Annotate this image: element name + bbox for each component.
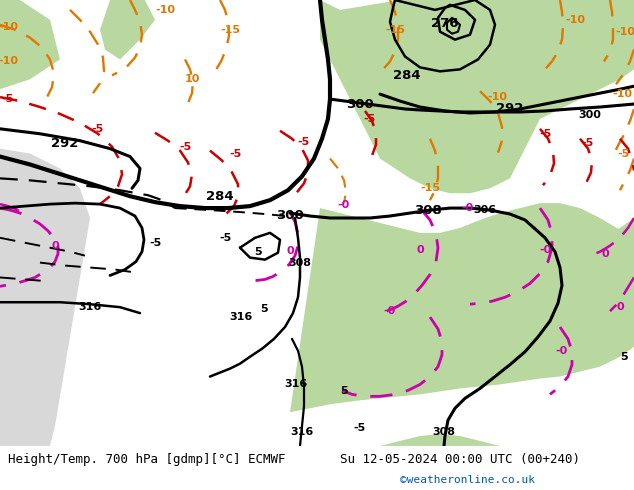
Text: -15: -15 — [420, 183, 440, 193]
Text: 276: 276 — [431, 17, 459, 30]
Text: -5: -5 — [179, 142, 191, 151]
Text: Height/Temp. 700 hPa [gdmp][°C] ECMWF: Height/Temp. 700 hPa [gdmp][°C] ECMWF — [8, 453, 285, 466]
Text: 0: 0 — [616, 302, 624, 312]
Text: 308: 308 — [414, 203, 442, 217]
Polygon shape — [570, 218, 634, 357]
Text: -10: -10 — [0, 22, 18, 32]
Text: -5: -5 — [618, 148, 630, 159]
Polygon shape — [320, 0, 634, 193]
Text: 292: 292 — [51, 137, 79, 150]
Text: -0: -0 — [539, 245, 551, 255]
Text: 0: 0 — [51, 241, 59, 251]
Text: -5: -5 — [230, 148, 242, 159]
Text: -15: -15 — [385, 24, 405, 35]
Text: 0: 0 — [601, 248, 609, 259]
Text: 284: 284 — [393, 69, 421, 82]
Text: -15: -15 — [220, 24, 240, 35]
Text: -5: -5 — [219, 233, 231, 243]
Polygon shape — [0, 148, 90, 446]
Text: -0: -0 — [462, 203, 474, 213]
Polygon shape — [290, 203, 634, 412]
Text: -10: -10 — [0, 56, 18, 67]
Text: -10: -10 — [615, 27, 634, 37]
Text: -5: -5 — [2, 94, 14, 104]
Text: -10: -10 — [155, 5, 175, 15]
Text: 5: 5 — [620, 352, 628, 362]
Text: -0: -0 — [556, 346, 568, 356]
Text: 300: 300 — [579, 110, 602, 120]
Text: -5: -5 — [91, 124, 103, 134]
Text: 5: 5 — [340, 387, 348, 396]
Text: -5: -5 — [581, 138, 593, 147]
Text: -10: -10 — [612, 89, 632, 99]
Text: 5: 5 — [260, 304, 268, 314]
Text: 292: 292 — [496, 102, 524, 116]
Polygon shape — [0, 0, 60, 89]
Text: 316: 316 — [230, 312, 252, 322]
Text: 308: 308 — [288, 258, 311, 268]
Text: -5: -5 — [149, 238, 161, 248]
Text: -0: -0 — [338, 200, 350, 210]
Text: -5: -5 — [364, 114, 376, 124]
Text: -5: -5 — [354, 423, 366, 433]
Polygon shape — [100, 0, 155, 59]
Text: 308: 308 — [432, 427, 455, 437]
Text: Su 12-05-2024 00:00 UTC (00+240): Su 12-05-2024 00:00 UTC (00+240) — [340, 453, 580, 466]
Text: 306: 306 — [474, 205, 496, 215]
Text: 316: 316 — [285, 379, 307, 390]
Text: 284: 284 — [206, 190, 234, 203]
Text: 0: 0 — [416, 245, 424, 255]
Text: 300: 300 — [346, 98, 374, 111]
Text: 316: 316 — [79, 302, 101, 312]
Text: -10: -10 — [487, 92, 507, 102]
Text: 5: 5 — [254, 246, 262, 257]
Text: 316: 316 — [290, 427, 314, 437]
Text: -5: -5 — [539, 129, 551, 139]
Text: 0: 0 — [286, 245, 294, 256]
Polygon shape — [380, 434, 500, 446]
Text: 300: 300 — [276, 209, 304, 221]
Text: 10: 10 — [184, 74, 200, 84]
Text: ©weatheronline.co.uk: ©weatheronline.co.uk — [400, 475, 535, 485]
Text: -0: -0 — [384, 306, 396, 316]
Text: -5: -5 — [297, 137, 309, 147]
Text: -10: -10 — [565, 15, 585, 25]
